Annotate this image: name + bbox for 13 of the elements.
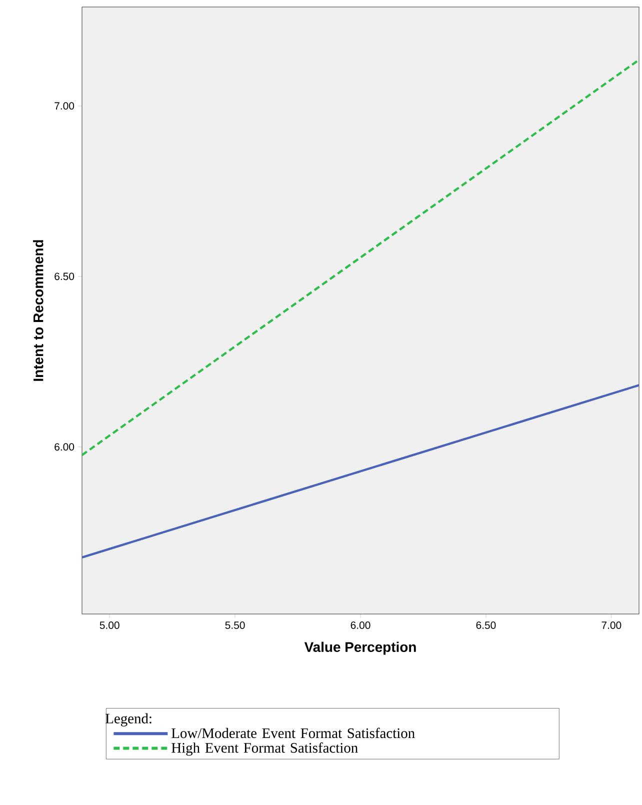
y-tick-label: 6.00	[54, 443, 74, 451]
x-tick-label: 7.00	[602, 622, 622, 629]
x-tick-label: 5.50	[225, 622, 245, 629]
y-tick-label: 7.00	[54, 102, 74, 110]
legend-title: Legend:	[106, 713, 152, 726]
legend-label: Low/Moderate Event Format Satisfaction	[172, 728, 415, 738]
y-tick-label: 6.50	[54, 272, 74, 280]
y-axis-title: Intent to Recommend	[33, 240, 44, 381]
x-tick-label: 6.00	[350, 622, 370, 629]
x-tick-label: 5.00	[100, 622, 120, 629]
x-axis-title: Value Perception	[304, 642, 416, 655]
legend-label: High Event Format Satisfaction	[172, 742, 358, 756]
x-tick-label: 6.50	[476, 622, 496, 629]
